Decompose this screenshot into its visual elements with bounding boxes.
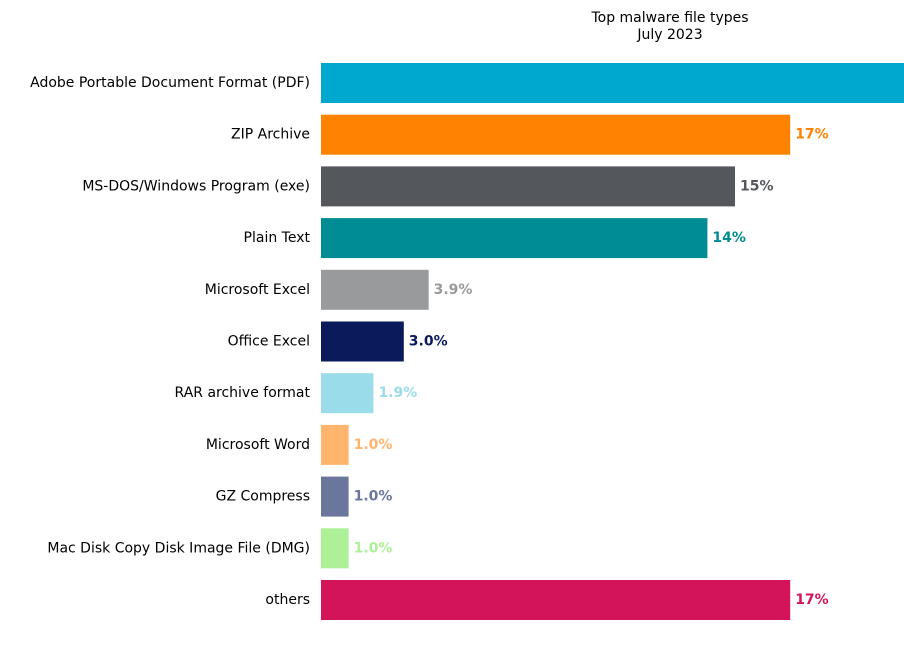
y-tick-label: RAR archive format bbox=[175, 385, 311, 401]
value-label: 3.0% bbox=[409, 334, 448, 350]
value-label: 15% bbox=[740, 178, 774, 194]
bar bbox=[321, 218, 708, 259]
bar bbox=[321, 476, 349, 517]
y-tick-label: Office Excel bbox=[228, 334, 310, 350]
value-label: 1.0% bbox=[354, 540, 393, 556]
bar bbox=[321, 424, 349, 465]
value-label: 3.9% bbox=[434, 282, 473, 298]
bar bbox=[321, 114, 791, 155]
bar bbox=[321, 580, 791, 620]
value-label: 1.0% bbox=[354, 437, 393, 453]
value-label: 17% bbox=[795, 592, 829, 608]
chart-subtitle: July 2023 bbox=[636, 27, 702, 43]
y-tick-label: Microsoft Excel bbox=[205, 282, 310, 298]
bar bbox=[321, 63, 904, 103]
value-label: 17% bbox=[795, 127, 829, 143]
y-tick-label: Plain Text bbox=[244, 230, 311, 246]
y-tick-label: Mac Disk Copy Disk Image File (DMG) bbox=[47, 540, 310, 556]
y-tick-label: Adobe Portable Document Format (PDF) bbox=[30, 75, 310, 91]
y-tick-label: others bbox=[265, 592, 310, 608]
value-label: 1.0% bbox=[354, 489, 393, 505]
bar bbox=[321, 166, 735, 207]
chart-title: Top malware file types bbox=[590, 10, 748, 26]
bar bbox=[321, 321, 404, 362]
value-label: 14% bbox=[712, 230, 746, 246]
bar bbox=[321, 528, 349, 569]
bar bbox=[321, 373, 374, 414]
value-label: 1.9% bbox=[378, 385, 417, 401]
y-tick-label: ZIP Archive bbox=[231, 127, 310, 143]
y-tick-label: Microsoft Word bbox=[206, 437, 310, 453]
y-tick-label: GZ Compress bbox=[216, 489, 310, 505]
bar bbox=[321, 269, 429, 310]
y-tick-label: MS-DOS/Windows Program (exe) bbox=[82, 178, 310, 194]
